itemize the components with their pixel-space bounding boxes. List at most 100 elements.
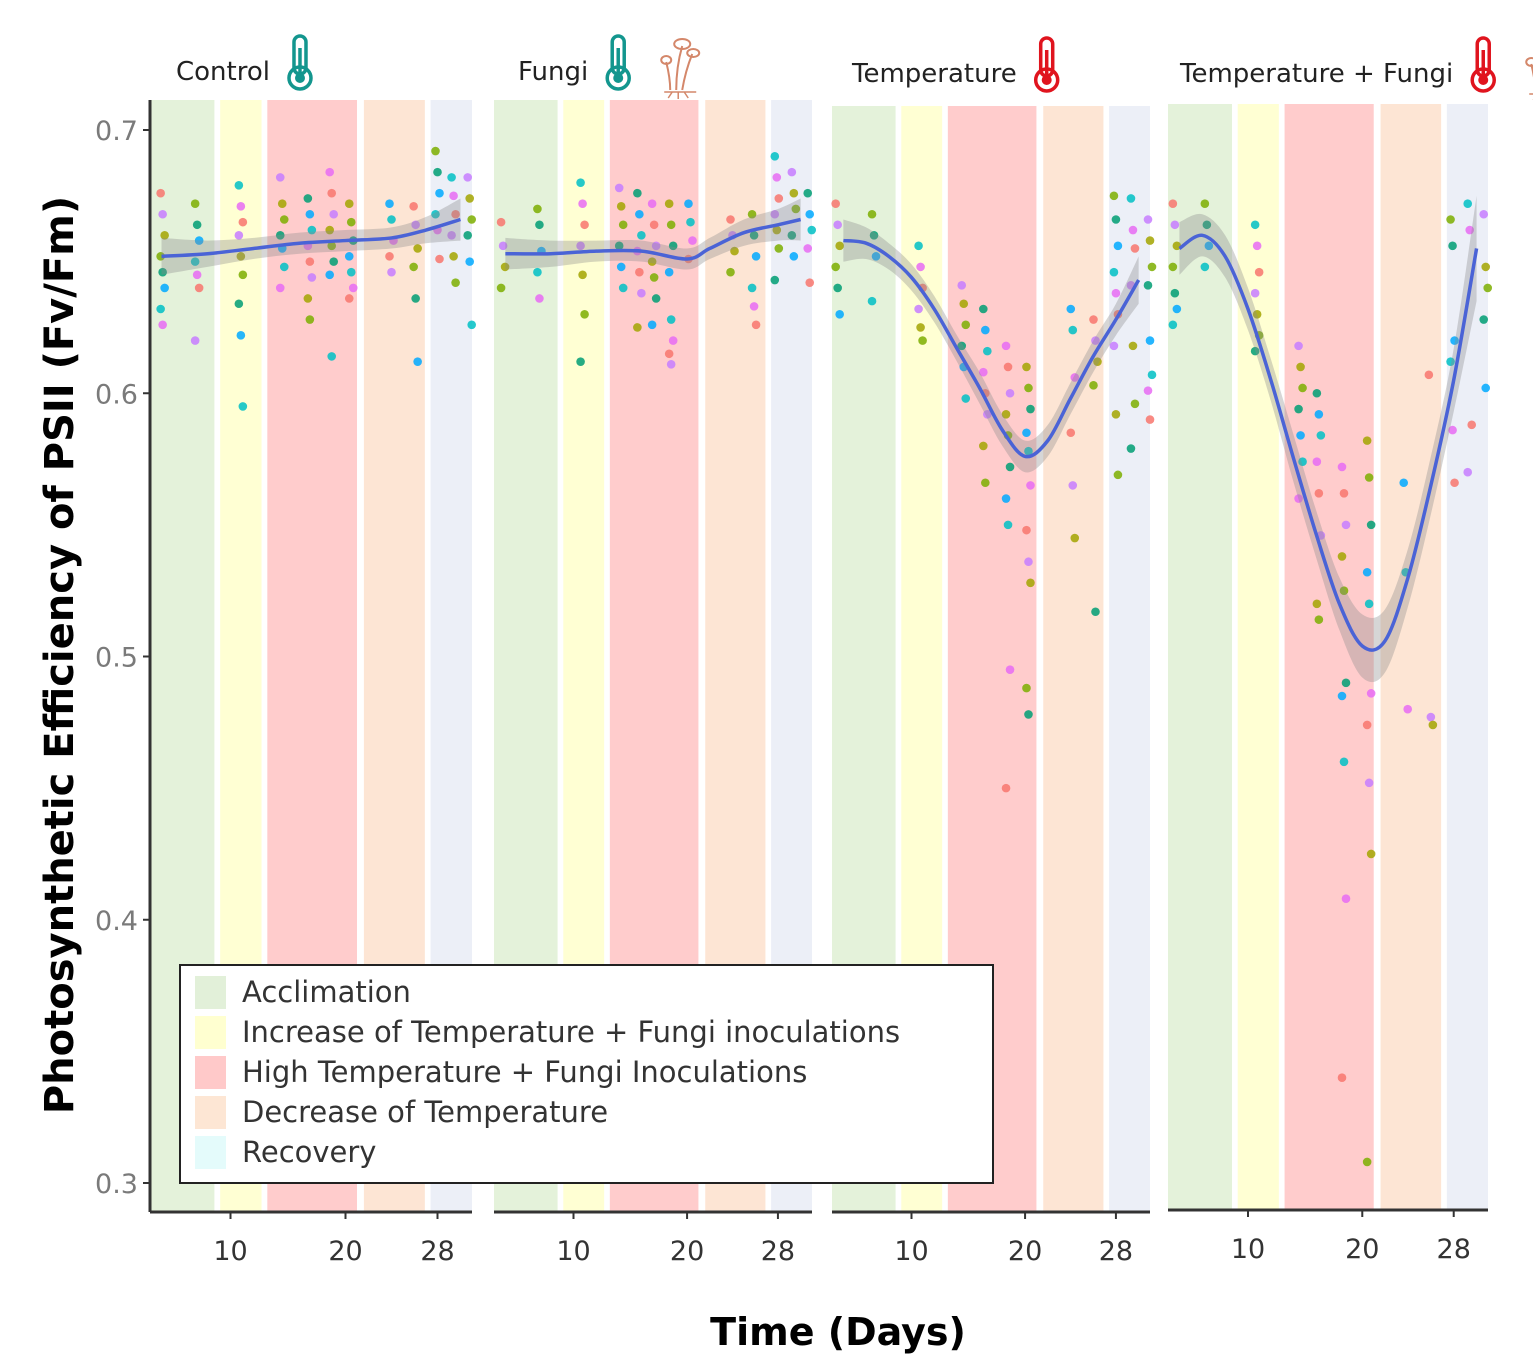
data-point [1467,420,1477,430]
data-point [1145,336,1155,345]
data-point [1362,436,1372,445]
data-point [1294,341,1303,351]
data-point [1003,520,1013,530]
data-point [156,188,165,198]
data-point [1481,383,1491,393]
data-point [275,283,285,293]
data-point [807,225,817,235]
data-point [616,262,626,272]
data-point [688,236,697,245]
data-point [1026,578,1035,588]
data-point [533,267,542,277]
data-point [1337,691,1347,701]
data-point [918,336,927,345]
data-point [1463,467,1473,477]
data-point [325,225,335,235]
data-point [156,252,165,261]
data-point [535,294,544,303]
data-point [303,194,313,203]
data-point [329,209,339,219]
x-tick-label: 10 [894,1236,928,1267]
confidence-band [1179,195,1477,683]
data-point [664,199,674,209]
data-point [805,209,815,219]
data-point [749,302,759,311]
x-tick-label: 10 [213,1236,247,1267]
data-point [1026,404,1035,414]
data-point [1341,520,1351,530]
panel-title: Fungi [518,57,588,87]
data-point [1364,473,1374,482]
data-point [1446,215,1455,224]
data-point [835,241,844,251]
data-point [463,173,473,182]
data-point [789,188,799,198]
x-tick-label: 20 [670,1236,704,1267]
y-axis-label: Photosynthetic Efficiency of PSII (Fv/Fm… [37,196,83,1114]
data-point [770,275,780,285]
data-point [651,241,661,251]
data-point [1426,712,1436,722]
data-point [1001,410,1011,419]
y-tick-label: 0.6 [95,379,138,410]
data-point [449,252,458,261]
data-point [307,225,317,235]
data-point [1022,428,1031,438]
data-point [867,296,877,306]
data-point [465,257,475,266]
data-point [1126,194,1136,203]
data-point [190,199,200,209]
data-point [1168,199,1178,209]
data-point [158,209,167,219]
data-point [1364,599,1374,609]
data-point [385,199,394,209]
data-point [1479,209,1489,219]
legend-label: Decrease of Temperature [242,1095,608,1129]
data-point [1145,236,1155,245]
data-point [916,262,925,272]
data-point [449,191,458,201]
data-point [329,257,339,266]
data-point [1202,220,1212,230]
phase-band [1168,104,1232,1210]
data-point [387,267,396,277]
thermometer-icon [287,34,313,91]
data-point [637,288,646,298]
data-point [580,309,589,319]
data-point [1294,404,1303,414]
data-point [1446,357,1455,366]
data-point [1312,388,1322,398]
legend-swatch [195,1056,226,1089]
panel-title: Temperature [851,59,1017,89]
data-point [447,173,456,182]
data-point [916,323,925,332]
data-point [726,215,735,224]
smooth-line [843,238,1141,459]
data-point [576,178,585,187]
data-point [1463,199,1473,209]
x-tick-label: 20 [1008,1236,1042,1267]
data-point [1109,267,1119,277]
legend-swatch [195,1016,226,1049]
data-point [1170,220,1180,230]
data-point [1070,533,1080,543]
data-point [431,209,440,219]
data-point [1339,586,1349,595]
data-point [684,199,693,209]
data-point [1296,362,1305,372]
panel-title: Temperature + Fungi [1179,59,1453,89]
data-point [833,220,842,230]
data-point [467,320,477,330]
data-point [1089,315,1098,324]
data-point [747,209,757,219]
data-point [961,320,971,330]
data-point [803,244,813,253]
data-point [1022,525,1031,535]
data-point [1093,357,1102,366]
data-point [305,315,315,324]
data-point [979,367,988,377]
x-tick-label: 28 [761,1236,795,1267]
data-point [805,278,815,287]
data-point [409,202,418,211]
data-point [303,294,313,303]
